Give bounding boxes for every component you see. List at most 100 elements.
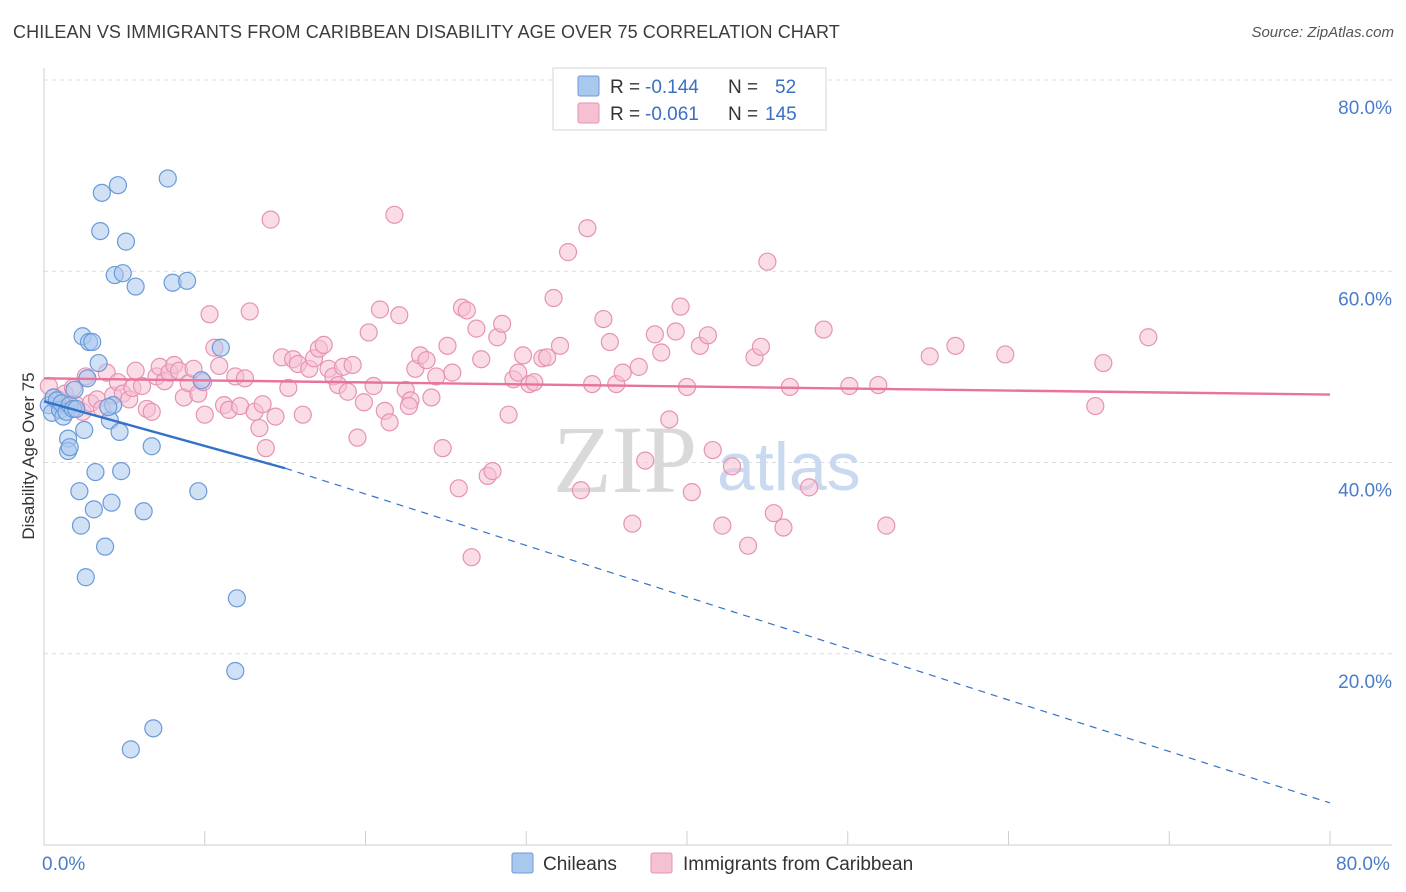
caribbean-point xyxy=(266,407,285,426)
chilean-point xyxy=(108,176,128,195)
caribbean-point xyxy=(636,451,655,470)
chilean-point xyxy=(76,568,95,587)
caribbean-point xyxy=(550,336,570,355)
caribbean-point xyxy=(722,457,742,476)
caribbean-point xyxy=(629,357,648,376)
caribbean-point xyxy=(443,363,462,382)
legend-r-label-caribbean: R = xyxy=(610,104,640,125)
caribbean-point xyxy=(996,345,1015,364)
legend-n-value-caribbean: 145 xyxy=(765,104,797,125)
chilean-point xyxy=(211,338,230,357)
caribbean-point xyxy=(1094,353,1113,373)
y-tick-label: 60.0% xyxy=(1338,289,1392,310)
caribbean-point xyxy=(449,479,468,498)
y-tick-labels: 20.0% 40.0% 60.0% 80.0% xyxy=(1338,98,1392,693)
y-tick-label: 80.0% xyxy=(1338,98,1392,119)
chilean-point xyxy=(158,169,177,188)
axes xyxy=(43,68,1392,846)
caribbean-point xyxy=(256,439,275,458)
caribbean-point xyxy=(253,395,272,414)
legend-r-label-chileans: R = xyxy=(610,77,640,98)
chilean-point xyxy=(226,661,245,681)
caribbean-point xyxy=(800,478,819,497)
caribbean-point xyxy=(513,346,533,365)
caribbean-point xyxy=(594,309,613,329)
caribbean-point xyxy=(354,393,373,412)
chilean-point xyxy=(121,740,140,759)
caribbean-point xyxy=(613,363,632,382)
trend-lines xyxy=(43,377,1331,804)
caribbean-point xyxy=(946,336,965,355)
chilean-point xyxy=(126,277,145,296)
caribbean-point xyxy=(142,402,161,421)
legend-n-label-chileans: N = xyxy=(728,77,758,98)
chilean-point xyxy=(99,397,118,417)
caribbean-point xyxy=(578,219,597,238)
caribbean-point xyxy=(758,252,777,271)
chilean-point xyxy=(144,719,163,738)
legend-top: R = -0.144 N = 52 R = -0.061 N = 145 xyxy=(552,67,827,131)
caribbean-point xyxy=(385,205,404,224)
chilean-point xyxy=(83,332,102,352)
caribbean-point xyxy=(751,337,771,356)
caribbean-point xyxy=(558,243,578,262)
x-tick-label-min: 0.0% xyxy=(42,854,85,875)
watermark: ZIP atlas xyxy=(553,406,861,513)
x-ticks xyxy=(43,831,1331,845)
chilean-point xyxy=(60,438,79,457)
chileans-trend-line xyxy=(43,400,286,470)
chilean-point xyxy=(70,482,89,501)
caribbean-point xyxy=(660,410,679,429)
caribbean-point xyxy=(457,301,476,320)
caribbean-point xyxy=(814,320,833,339)
caribbean-point xyxy=(462,548,481,567)
chilean-point xyxy=(84,500,103,519)
caribbean-point xyxy=(774,518,793,537)
legend-swatch-caribbean xyxy=(577,102,600,124)
caribbean-point xyxy=(314,335,333,354)
chilean-point xyxy=(227,589,246,608)
y-axis-label: Disability Age Over 75 xyxy=(19,372,38,539)
y-tick-label: 20.0% xyxy=(1338,672,1392,693)
legend-bottom: Chileans Immigrants from Caribbean xyxy=(511,852,913,875)
caribbean-point xyxy=(343,355,362,375)
grid xyxy=(44,79,1392,655)
legend-bottom-label-caribbean: Immigrants from Caribbean xyxy=(683,854,913,875)
caribbean-point xyxy=(877,516,896,535)
caribbean-point xyxy=(210,356,229,376)
caribbean-point xyxy=(509,363,528,382)
chilean-point xyxy=(112,462,131,481)
legend-r-value-caribbean: -0.061 xyxy=(645,104,699,125)
caribbean-point xyxy=(359,323,378,342)
caribbean-point xyxy=(261,210,280,229)
series-chileans-points xyxy=(39,169,246,759)
caribbean-point xyxy=(467,319,486,338)
caribbean-point xyxy=(279,378,298,398)
chilean-point xyxy=(89,353,108,373)
caribbean-point xyxy=(195,405,214,424)
caribbean-point xyxy=(600,332,619,352)
caribbean-point xyxy=(499,405,518,424)
x-tick-label-max: 80.0% xyxy=(1336,854,1390,875)
caribbean-point xyxy=(652,343,671,362)
chilean-point xyxy=(134,502,153,521)
caribbean-point xyxy=(671,297,690,316)
chilean-point xyxy=(189,482,208,501)
chart-title: CHILEAN VS IMMIGRANTS FROM CARIBBEAN DIS… xyxy=(13,22,840,42)
caribbean-point xyxy=(666,322,685,341)
caribbean-point xyxy=(738,536,758,555)
legend-n-label-caribbean: N = xyxy=(728,104,758,125)
caribbean-point xyxy=(472,350,491,369)
chilean-point xyxy=(91,221,110,241)
chilean-point xyxy=(102,493,121,512)
caribbean-point xyxy=(250,418,269,438)
chileans-trend-extrapolated xyxy=(284,467,1331,804)
y-tick-label: 40.0% xyxy=(1338,481,1392,502)
caribbean-point xyxy=(399,396,419,416)
caribbean-point xyxy=(422,388,441,407)
caribbean-point xyxy=(126,361,145,380)
chilean-point xyxy=(86,462,105,482)
caribbean-point xyxy=(525,373,544,392)
legend-n-value-chileans: 52 xyxy=(775,77,796,98)
